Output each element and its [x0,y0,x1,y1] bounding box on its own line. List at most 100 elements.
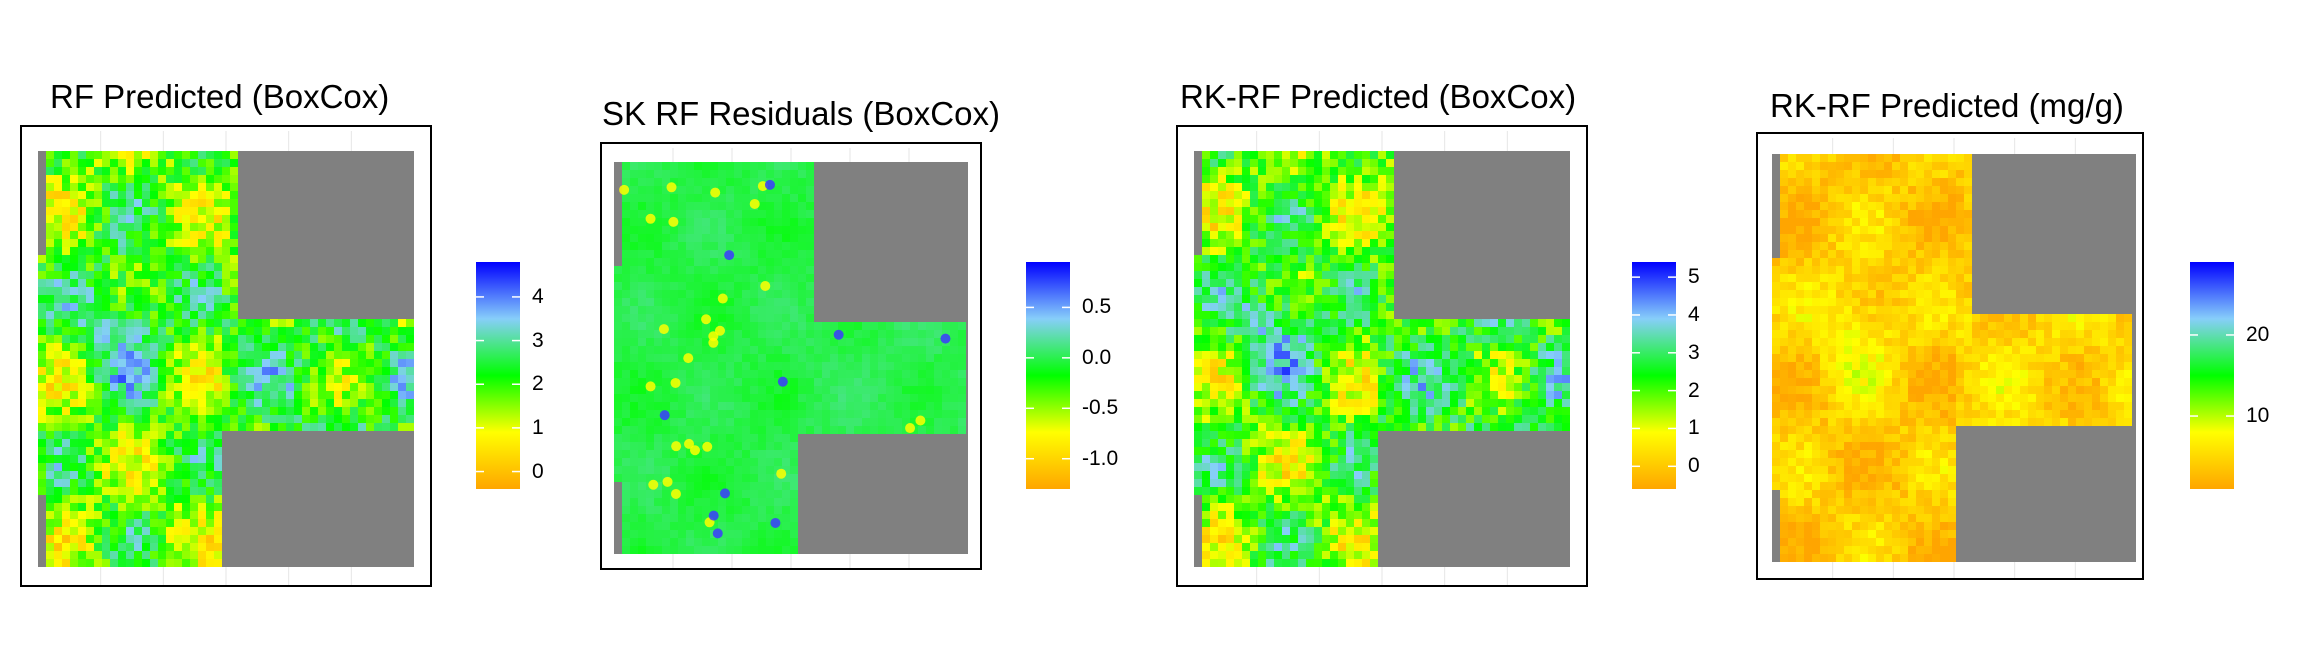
raster-cell [358,407,366,415]
raster-cell [1274,431,1282,439]
raster-cell [726,378,734,386]
raster-cell [1282,391,1290,399]
raster-cell [774,370,782,378]
raster-cell [678,482,686,490]
raster-cell [718,450,726,458]
raster-cell [686,178,694,186]
raster-cell [838,426,846,434]
residual-point [833,329,844,340]
raster-cell [774,210,782,218]
raster-cell [278,407,286,415]
raster-cell [134,263,142,271]
raster-cell [126,263,134,271]
raster-cell [1322,439,1330,447]
raster-cell [734,530,742,538]
raster-cell [758,354,766,362]
raster-cell [766,370,774,378]
raster-cell [1266,231,1274,239]
raster-cell [638,170,646,178]
raster-cell [718,514,726,522]
raster-cell [1226,271,1234,279]
raster-cell [1546,335,1554,343]
raster-cell [62,295,70,303]
raster-cell [1210,503,1218,511]
raster-cell [614,314,622,322]
raster-cell [710,298,718,306]
raster-cell [1418,375,1426,383]
raster-cell [1354,375,1362,383]
raster-cell [758,370,766,378]
raster-cell [638,442,646,450]
raster-cell [806,242,814,250]
raster-cell [70,399,78,407]
raster-cell [62,463,70,471]
raster-cell [1932,250,1940,258]
raster-cell [782,418,790,426]
raster-cell [78,223,86,231]
raster-cell [118,231,126,239]
raster-cell [182,327,190,335]
raster-cell [1554,335,1562,343]
raster-cell [182,343,190,351]
raster-cell [750,242,758,250]
raster-cell [1242,327,1250,335]
raster-cell [1218,407,1226,415]
raster-cell [1378,319,1386,327]
raster-cell [1258,407,1266,415]
raster-cell [46,255,54,263]
raster-cell [782,178,790,186]
raster-cell [182,231,190,239]
raster-cell [206,431,214,439]
raster-cell [102,335,110,343]
raster-cell [222,399,230,407]
raster-cell [950,402,958,410]
raster-cell [142,527,150,535]
raster-cell [630,242,638,250]
raster-cell [1202,191,1210,199]
raster-cell [758,394,766,402]
raster-cell [1506,335,1514,343]
raster-cell [294,359,302,367]
raster-cell [1314,527,1322,535]
raster-cell [838,418,846,426]
raster-cell [1266,295,1274,303]
raster-cell [38,423,46,431]
raster-cell [886,386,894,394]
raster-cell [630,394,638,402]
raster-cell [1964,250,1972,258]
raster-cell [1282,535,1290,543]
raster-cell [54,519,62,527]
raster-cell [702,362,710,370]
raster-cell [1338,319,1346,327]
raster-cell [1386,311,1394,319]
raster-cell [1210,439,1218,447]
raster-cell [670,418,678,426]
raster-cell [670,514,678,522]
raster-cell [742,386,750,394]
raster-cell [1780,234,1788,242]
raster-cell [102,463,110,471]
raster-cell [806,314,814,322]
raster-cell [1386,239,1394,247]
raster-cell [102,271,110,279]
raster-cell [230,271,238,279]
raster-cell [1306,511,1314,519]
raster-cell [54,359,62,367]
raster-cell [742,514,750,522]
raster-cell [174,471,182,479]
raster-cell [950,418,958,426]
raster-cell [622,474,630,482]
raster-cell [1354,527,1362,535]
raster-cell [758,218,766,226]
raster-cell [806,410,814,418]
raster-cell [854,394,862,402]
raster-cell [1306,351,1314,359]
raster-cell [1322,503,1330,511]
raster-cell [662,434,670,442]
raster-cell [806,202,814,210]
raster-cell [78,495,86,503]
raster-cell [1266,183,1274,191]
raster-cell [1306,271,1314,279]
raster-cell [766,482,774,490]
raster-cell [1322,559,1330,567]
